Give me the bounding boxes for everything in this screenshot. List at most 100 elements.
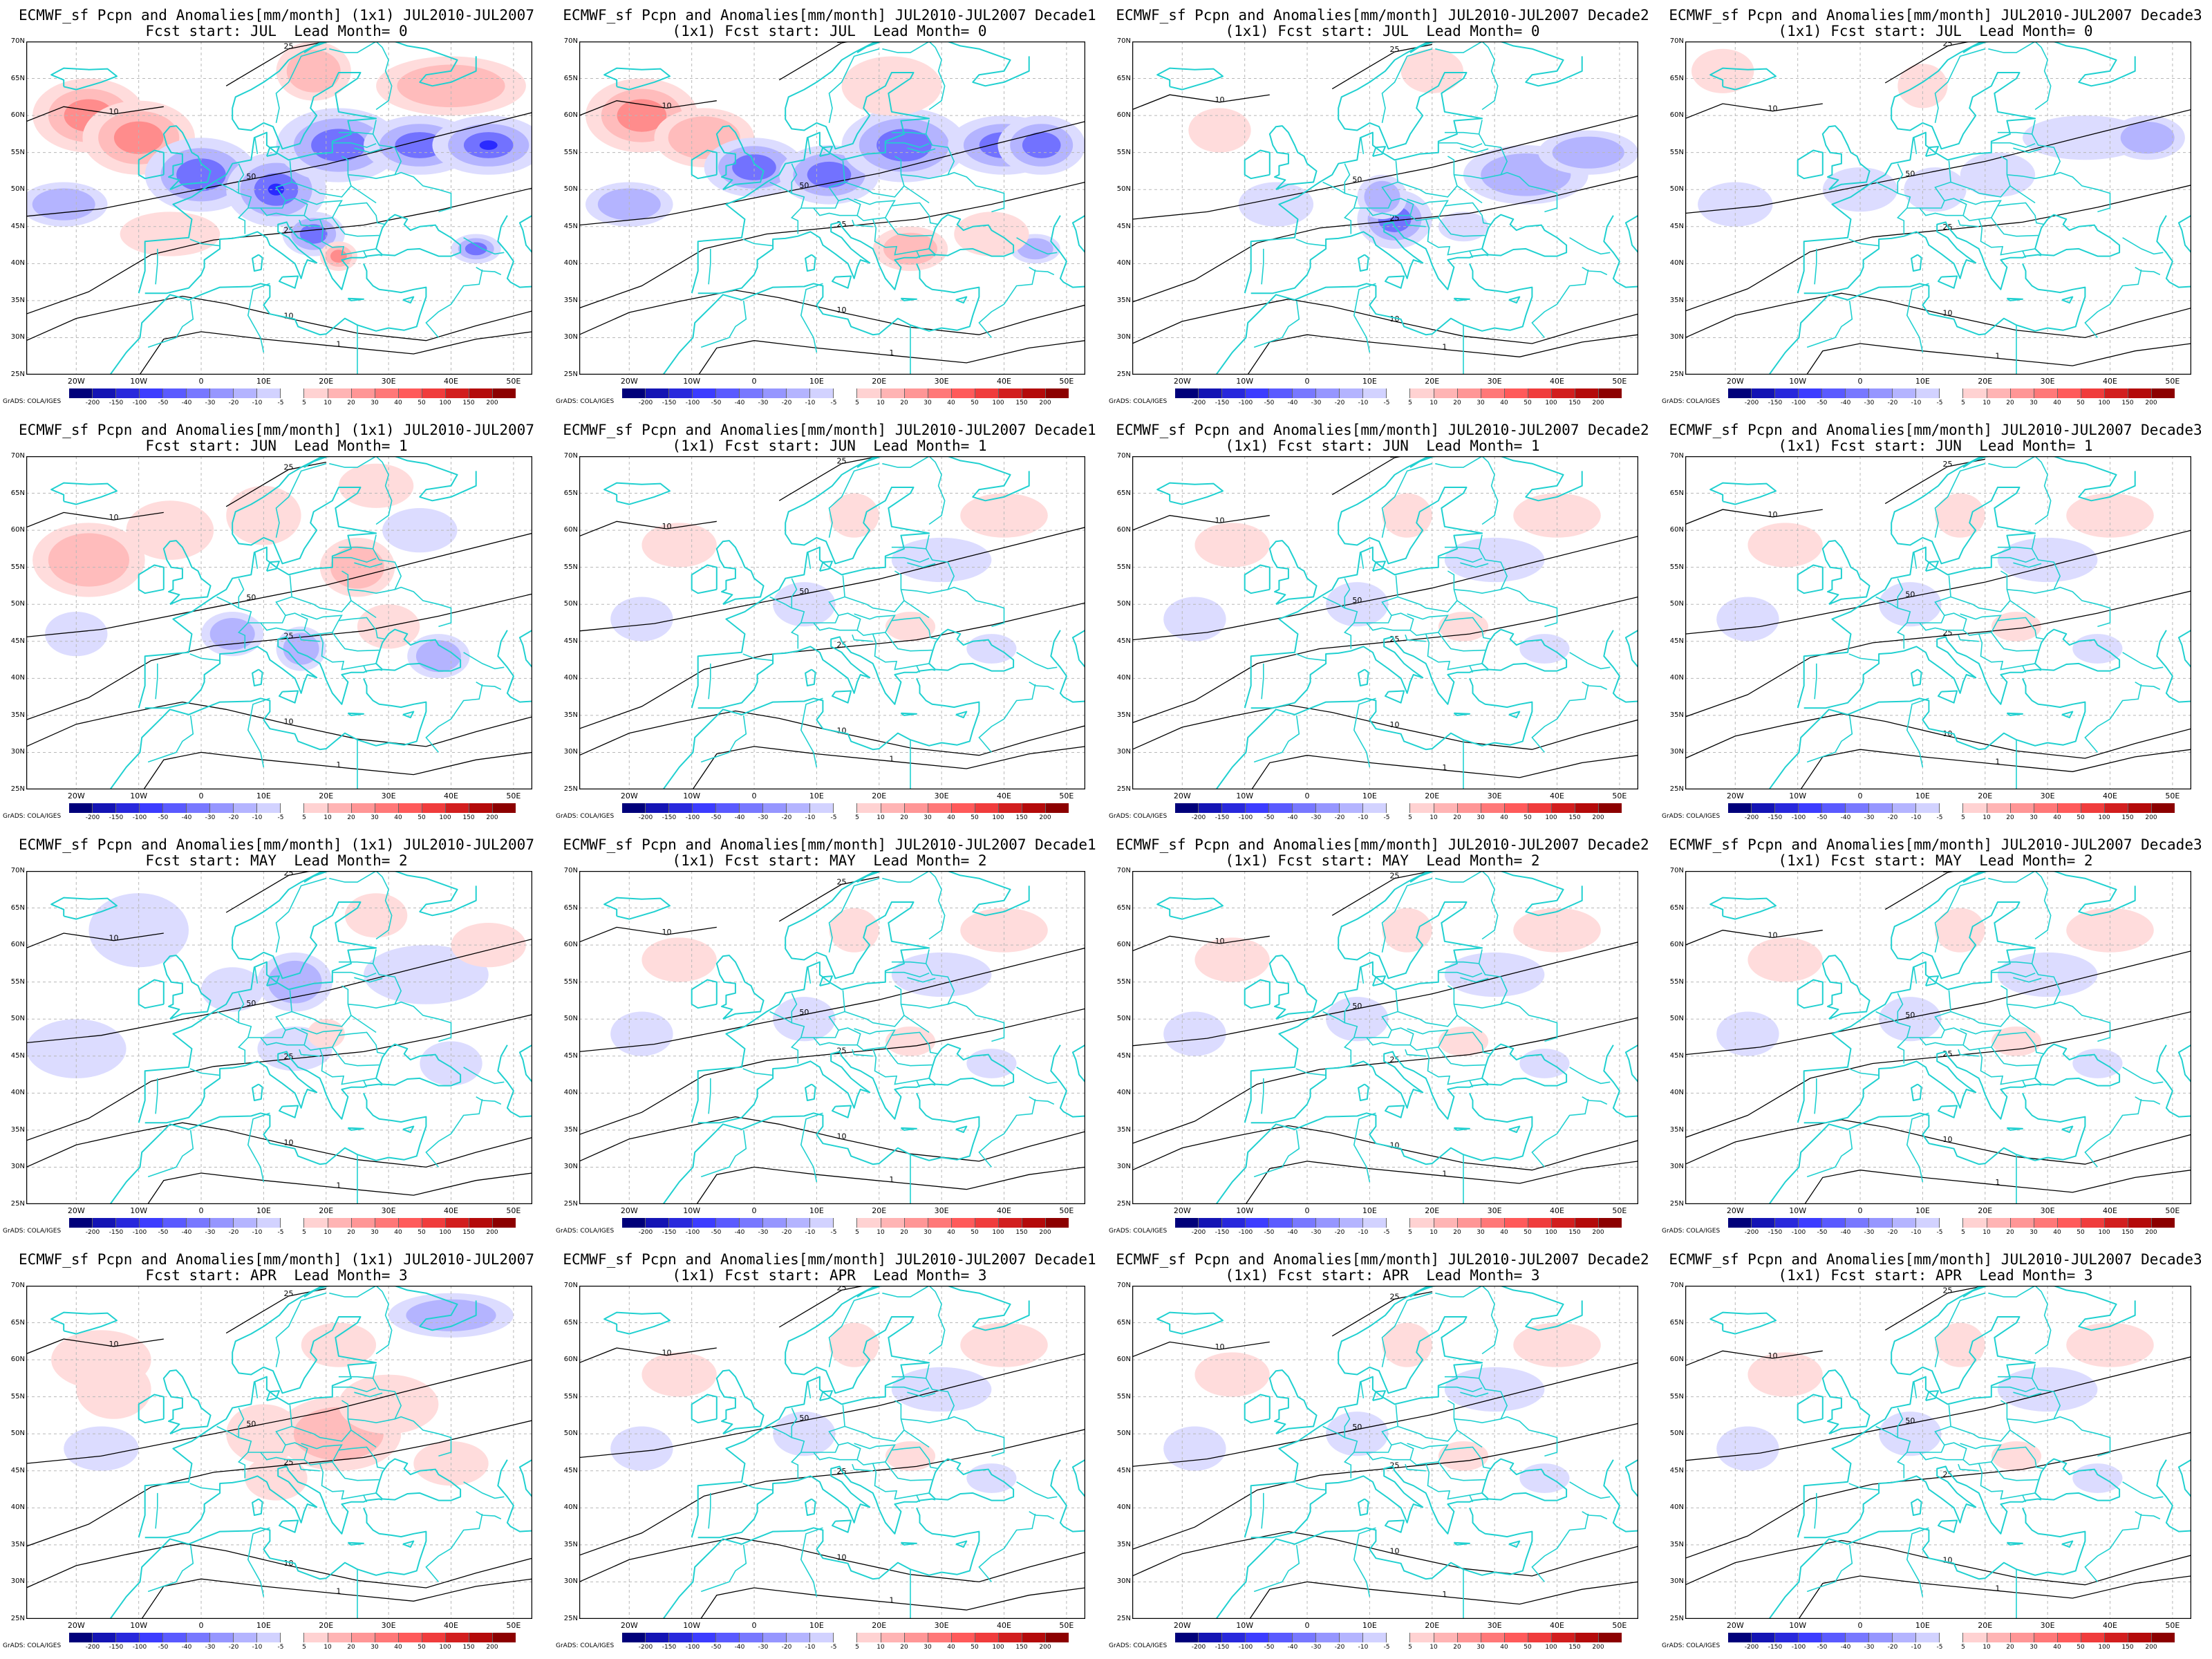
lon-tick-label: 10W bbox=[683, 1206, 701, 1215]
contour-label: 10 bbox=[1390, 720, 1400, 729]
colorbar-swatch bbox=[280, 1218, 304, 1228]
country-border bbox=[1478, 133, 1508, 176]
contour-line bbox=[139, 331, 532, 375]
country-border bbox=[2013, 1391, 2042, 1398]
country-border bbox=[1913, 552, 1918, 569]
coastline bbox=[1358, 1498, 1369, 1516]
lon-tick-label: 50E bbox=[2165, 1206, 2180, 1215]
wet-anomaly-patch bbox=[1382, 1322, 1432, 1367]
country-border bbox=[254, 967, 259, 984]
country-border bbox=[1425, 1048, 1483, 1085]
colorbar-tick-label: 150 bbox=[1015, 814, 1028, 821]
country-border bbox=[2009, 600, 2036, 619]
panel-title: ECMWF_sf Pcpn and Anomalies[mm/month] (1… bbox=[19, 7, 534, 24]
coastline bbox=[1250, 1051, 1489, 1124]
dry-anomaly-patch bbox=[1997, 952, 2098, 997]
coastline bbox=[832, 690, 852, 704]
colorbar bbox=[1728, 388, 2175, 398]
country-border bbox=[1295, 1483, 1327, 1491]
country-border bbox=[1425, 218, 1483, 256]
country-border bbox=[807, 552, 812, 569]
lat-tick-label: 25N bbox=[1116, 1615, 1131, 1622]
country-border bbox=[1344, 163, 1351, 194]
country-border bbox=[1253, 300, 1300, 348]
colorbar-swatch bbox=[1550, 1633, 1575, 1642]
lon-tick-label: 0 bbox=[1304, 1206, 1310, 1215]
lat-tick-label: 35N bbox=[563, 296, 578, 304]
lon-tick-label: 10E bbox=[1362, 377, 1377, 386]
colorbar-swatch bbox=[997, 1218, 1022, 1228]
colorbar-tick-label: 50 bbox=[2077, 400, 2085, 406]
country-border bbox=[2009, 1430, 2036, 1448]
country-border bbox=[2007, 1416, 2111, 1457]
coastline bbox=[697, 636, 936, 709]
colorbar-tick-label: 100 bbox=[439, 814, 451, 821]
colorbar-swatch bbox=[1962, 803, 1987, 813]
colorbar-tick-label: -30 bbox=[1311, 1644, 1322, 1651]
country-border bbox=[329, 456, 393, 525]
colorbar-swatch bbox=[1962, 1218, 1987, 1228]
country-border bbox=[189, 1483, 221, 1491]
lat-tick-label: 45N bbox=[1669, 637, 1684, 645]
contour-label: 50 bbox=[799, 1008, 809, 1017]
colorbar-swatch bbox=[92, 1633, 116, 1642]
colorbar-tick-label: -50 bbox=[711, 400, 722, 406]
coastline bbox=[1797, 1394, 1824, 1424]
country-border bbox=[1569, 1067, 1611, 1085]
contour-label: 50 bbox=[1352, 1002, 1362, 1011]
panel-title: ECMWF_sf Pcpn and Anomalies[mm/month] JU… bbox=[1116, 836, 1649, 853]
colorbar-swatch bbox=[186, 1633, 210, 1642]
colorbar-swatch bbox=[739, 388, 763, 398]
colorbar-tick-label: -200 bbox=[85, 400, 100, 406]
colorbar-tick-label: 30 bbox=[371, 1644, 379, 1651]
map-panel: ECMWF_sf Pcpn and Anomalies[mm/month] JU… bbox=[1106, 1244, 1659, 1659]
dry-anomaly-patch bbox=[1716, 1011, 1779, 1056]
lat-tick-label: 55N bbox=[563, 148, 578, 156]
colorbar-tick-label: -5 bbox=[1383, 1644, 1390, 1651]
coastline bbox=[1803, 221, 2042, 294]
contour-line bbox=[147, 1172, 532, 1204]
lat-tick-label: 65N bbox=[1669, 903, 1684, 912]
colorbar-tick-label: 40 bbox=[1500, 814, 1508, 821]
colorbar-swatch bbox=[1774, 1633, 1799, 1642]
dry-anomaly-patch bbox=[395, 132, 445, 158]
lat-tick-label: 65N bbox=[563, 489, 578, 497]
colorbar-swatch bbox=[1480, 803, 1504, 813]
colorbar-swatch bbox=[256, 1218, 281, 1228]
wet-anomaly-patch bbox=[1935, 493, 1985, 538]
dry-anomaly-patch bbox=[610, 1426, 673, 1471]
colorbar-swatch bbox=[256, 388, 281, 398]
country-border bbox=[742, 653, 774, 662]
colorbar-tick-label: 150 bbox=[462, 1644, 475, 1651]
colorbar-swatch bbox=[1821, 388, 1846, 398]
contour-line bbox=[1249, 1581, 1638, 1619]
colorbar-swatch bbox=[1550, 803, 1575, 813]
colorbar-swatch bbox=[1315, 1218, 1340, 1228]
country-border bbox=[1478, 963, 1508, 1005]
contour-line bbox=[1685, 1011, 2191, 1138]
colorbar-tick-label: 5 bbox=[302, 400, 306, 406]
colorbar-tick-label: -30 bbox=[205, 1644, 216, 1651]
lat-tick-label: 35N bbox=[563, 1540, 578, 1548]
colorbar-swatch bbox=[374, 803, 398, 813]
colorbar-swatch bbox=[421, 1633, 445, 1642]
lat-tick-label: 30N bbox=[10, 748, 25, 756]
lat-tick-label: 40N bbox=[563, 1089, 578, 1097]
grads-credit: GrADS: COLA/IGES bbox=[1662, 1228, 1721, 1235]
country-border bbox=[1405, 1049, 1426, 1057]
country-border bbox=[1988, 871, 2052, 940]
country-border bbox=[901, 1416, 1005, 1457]
grads-credit: GrADS: COLA/IGES bbox=[556, 1228, 615, 1235]
lon-tick-label: 10W bbox=[1236, 1621, 1254, 1630]
coastline bbox=[1050, 1459, 1085, 1533]
coastline bbox=[279, 1519, 299, 1533]
coastline bbox=[162, 955, 212, 1020]
colorbar-swatch bbox=[1021, 803, 1045, 813]
colorbar-swatch bbox=[997, 388, 1022, 398]
country-border bbox=[1344, 578, 1351, 608]
grads-credit: GrADS: COLA/IGES bbox=[1662, 1642, 1721, 1649]
coastline bbox=[279, 275, 299, 289]
